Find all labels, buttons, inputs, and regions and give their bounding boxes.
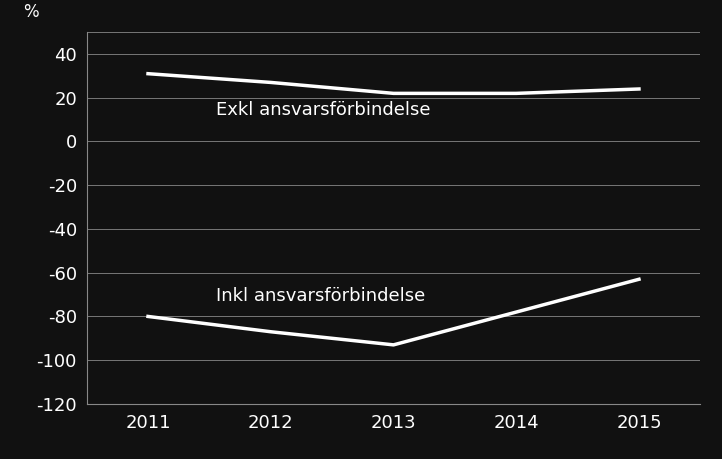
- Text: Inkl ansvarsförbindelse: Inkl ansvarsförbindelse: [216, 287, 425, 305]
- Y-axis label: %: %: [24, 3, 39, 21]
- Text: Exkl ansvarsförbindelse: Exkl ansvarsförbindelse: [216, 101, 430, 119]
